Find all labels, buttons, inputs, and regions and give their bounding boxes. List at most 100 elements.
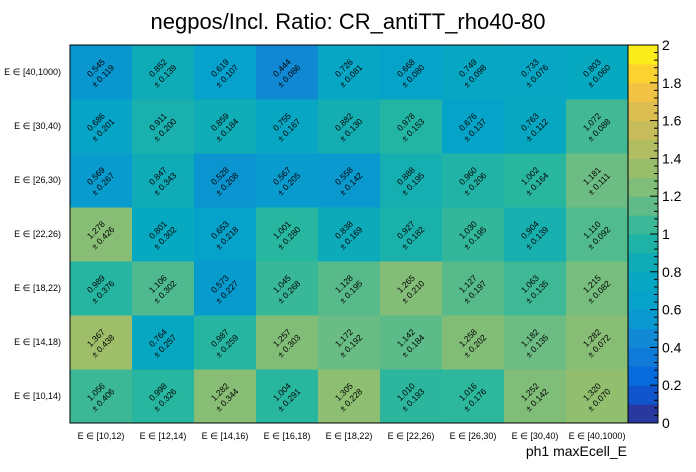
heatmap-cell — [566, 315, 629, 370]
y-tick-label: E ∈ [10,14) — [14, 391, 61, 401]
heatmap-cell — [70, 261, 133, 316]
colorbar-tick-label: 0.8 — [662, 264, 682, 280]
x-tick-label: E ∈ [40,1000) — [569, 431, 626, 441]
heatmap-cell — [504, 315, 567, 370]
heatmap-cell — [318, 153, 381, 208]
colorbar-tick-label: 0 — [662, 415, 670, 431]
heatmap-cell — [504, 45, 567, 100]
heatmap-cell — [318, 261, 381, 316]
heatmap-cell — [194, 153, 257, 208]
heatmap-cell — [256, 261, 319, 316]
heatmap-cell — [318, 45, 381, 100]
y-tick-label: E ∈ [30,40) — [14, 121, 61, 131]
x-tick-label: E ∈ [14,16) — [202, 431, 249, 441]
y-axis-ticks: E ∈ [10,14) E ∈ [14,18) E ∈ [18,22) E ∈ [22… — [4, 67, 61, 401]
y-tick-label: E ∈ [26,30) — [14, 175, 61, 185]
heatmap-cell — [318, 99, 381, 154]
heatmap-cell — [70, 45, 133, 100]
colorbar-segment — [628, 328, 658, 348]
heatmap-cells: 1.056± 0.406 0.998± 0.326 1.282± 0.344 1.00… — [70, 45, 629, 424]
heatmap-cell — [70, 153, 133, 208]
heatmap-cell — [504, 153, 567, 208]
heatmap-cell — [566, 369, 629, 424]
colorbar-segment — [628, 215, 658, 235]
heatmap-cell — [194, 261, 257, 316]
y-tick-label: E ∈ [18,22) — [14, 283, 61, 293]
x-tick-label: E ∈ [10,12) — [78, 431, 125, 441]
heatmap-cell — [256, 99, 319, 154]
heatmap-cell — [566, 261, 629, 316]
heatmap-cell — [318, 207, 381, 262]
heatmap-cell — [194, 369, 257, 424]
heatmap-cell — [194, 315, 257, 370]
colorbar-segment — [628, 290, 658, 311]
colorbar-segment — [628, 366, 658, 386]
heatmap-cell — [256, 369, 319, 424]
x-axis-label: ph1 maxEcell_E — [526, 443, 627, 459]
heatmap-cell — [70, 369, 133, 424]
colorbar-tick-label: 1.4 — [662, 150, 682, 166]
x-tick-label: E ∈ [18,22) — [326, 431, 373, 441]
colorbar-segment — [628, 196, 658, 216]
heatmap-cell — [504, 369, 567, 424]
heatmap-cell — [442, 261, 505, 316]
heatmap-cell — [132, 261, 195, 316]
heatmap-cell — [194, 99, 257, 154]
colorbar-segment — [628, 63, 658, 84]
heatmap-cell — [256, 153, 319, 208]
heatmap-cell — [256, 45, 319, 100]
colorbar-tick-label: 0.6 — [662, 302, 682, 318]
heatmap-cell — [132, 45, 195, 100]
heatmap-cell — [194, 45, 257, 100]
heatmap-cell — [132, 369, 195, 424]
heatmap-cell — [380, 207, 443, 262]
heatmap-cell — [442, 99, 505, 154]
y-tick-label: E ∈ [14,18) — [14, 337, 61, 347]
colorbar-segment — [628, 120, 658, 140]
y-tick-label: E ∈ [40,1000) — [4, 67, 61, 77]
heatmap-cell — [566, 99, 629, 154]
colorbar-tick-label: 1 — [662, 226, 670, 242]
heatmap-cell — [504, 207, 567, 262]
heatmap-cell — [380, 99, 443, 154]
heatmap-cell — [504, 99, 567, 154]
colorbar-segment — [628, 271, 658, 292]
heatmap-cell — [256, 207, 319, 262]
heatmap-cell — [256, 315, 319, 370]
x-tick-label: E ∈ [22,26) — [388, 431, 435, 441]
heatmap-cell — [442, 45, 505, 100]
x-axis-ticks: E ∈ [10,12) E ∈ [12,14) E ∈ [14,16) E ∈ [16… — [78, 431, 626, 441]
colorbar-segment — [628, 139, 658, 159]
heatmap-cell — [442, 153, 505, 208]
heatmap-cell — [442, 207, 505, 262]
heatmap-cell — [70, 99, 133, 154]
x-tick-label: E ∈ [12,14) — [140, 431, 187, 441]
colorbar-segment — [628, 404, 658, 424]
heatmap-cell — [132, 153, 195, 208]
y-tick-label: E ∈ [22,26) — [14, 229, 61, 239]
heatmap-cell — [380, 369, 443, 424]
colorbar: 0 0.2 0.4 0.6 0.8 1 1.2 1.4 1.6 1.8 2 — [627, 37, 682, 431]
colorbar-segment — [628, 158, 658, 178]
colorbar-tick-label: 1.6 — [662, 113, 682, 129]
colorbar-segment — [628, 252, 658, 273]
colorbar-segment — [628, 45, 658, 65]
heatmap-cell — [318, 315, 381, 370]
colorbar-segment — [628, 234, 658, 254]
heatmap-cell — [380, 45, 443, 100]
colorbar-segment — [628, 82, 658, 103]
heatmap-cell — [504, 261, 567, 316]
heatmap-cell — [70, 207, 133, 262]
colorbar-tick-label: 0.2 — [662, 377, 682, 393]
heatmap-cell — [380, 261, 443, 316]
colorbar-tick-label: 1.8 — [662, 75, 682, 91]
x-tick-label: E ∈ [26,30) — [450, 431, 497, 441]
heatmap-cell — [566, 207, 629, 262]
colorbar-tick-label: 0.4 — [662, 339, 682, 355]
heatmap-cell — [380, 315, 443, 370]
colorbar-segment — [628, 385, 658, 405]
colorbar-tick-label: 2 — [662, 37, 670, 53]
heatmap-cell — [566, 45, 629, 100]
heatmap-cell — [132, 315, 195, 370]
